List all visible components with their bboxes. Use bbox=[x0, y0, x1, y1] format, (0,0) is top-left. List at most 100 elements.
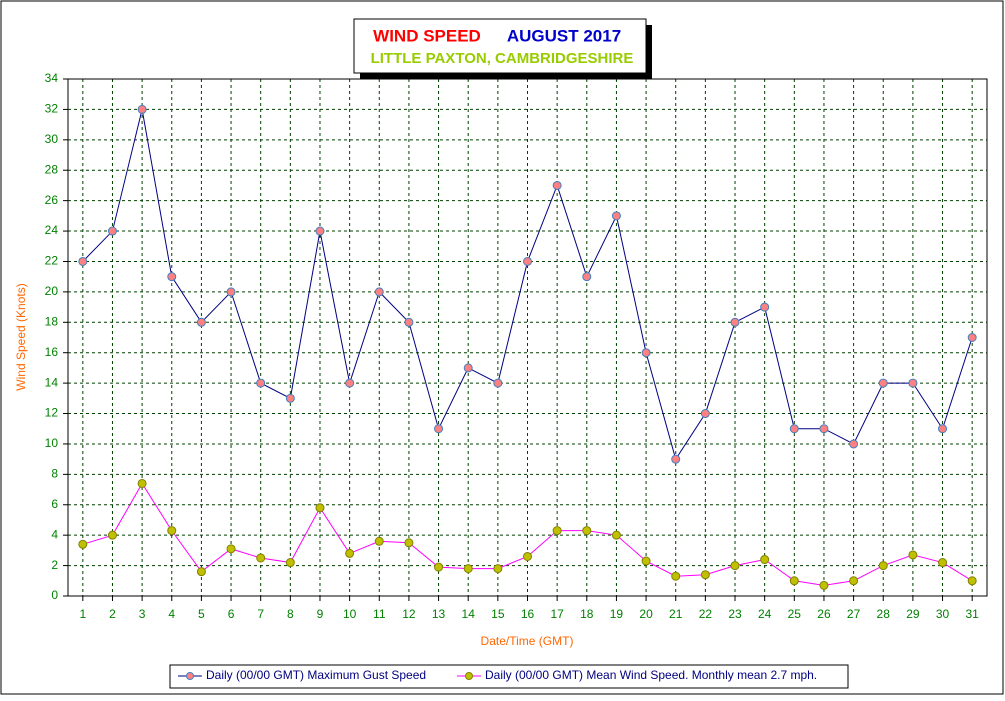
data-point bbox=[938, 558, 948, 568]
x-tick-label: 24 bbox=[758, 607, 772, 621]
data-point bbox=[789, 576, 799, 586]
data-point bbox=[523, 551, 532, 561]
legend-box bbox=[169, 664, 849, 689]
x-tick-label: 27 bbox=[847, 607, 861, 621]
x-tick-label: 19 bbox=[610, 607, 624, 621]
y-tick-label: 24 bbox=[45, 223, 59, 237]
x-tick-label: 11 bbox=[373, 607, 386, 621]
data-point bbox=[226, 287, 236, 297]
y-tick-label: 18 bbox=[45, 314, 59, 328]
x-tick-label: 17 bbox=[550, 607, 564, 621]
y-tick-label: 8 bbox=[51, 467, 58, 481]
data-point bbox=[404, 317, 414, 327]
data-point bbox=[611, 530, 621, 540]
x-tick-label: 26 bbox=[817, 607, 831, 621]
data-point bbox=[523, 256, 532, 266]
data-point bbox=[878, 561, 888, 571]
legend-marker bbox=[465, 672, 473, 680]
data-point bbox=[256, 378, 266, 388]
data-point bbox=[641, 556, 651, 566]
data-point bbox=[908, 550, 918, 560]
x-tick-label: 8 bbox=[287, 607, 294, 621]
x-tick-label: 21 bbox=[669, 607, 683, 621]
data-point bbox=[196, 317, 206, 327]
y-tick-label: 2 bbox=[51, 558, 58, 572]
chart-subtitle: LITTLE PAXTON, CAMBRIDGESHIRE bbox=[371, 50, 634, 67]
x-tick-label: 10 bbox=[343, 607, 357, 621]
data-point bbox=[374, 536, 384, 546]
data-point bbox=[582, 526, 592, 536]
data-point bbox=[878, 378, 888, 388]
x-tick-label: 31 bbox=[965, 607, 979, 621]
data-point bbox=[938, 424, 948, 434]
x-tick-label: 28 bbox=[877, 607, 891, 621]
y-tick-label: 6 bbox=[51, 497, 58, 511]
chart-title: WIND SPEED bbox=[373, 26, 481, 45]
x-tick-label: 2 bbox=[109, 607, 116, 621]
data-point bbox=[700, 409, 710, 419]
data-point bbox=[671, 454, 681, 464]
x-tick-label: 13 bbox=[432, 607, 446, 621]
x-tick-label: 25 bbox=[788, 607, 802, 621]
data-point bbox=[493, 378, 503, 388]
data-point bbox=[849, 576, 859, 586]
y-tick-label: 4 bbox=[51, 527, 58, 541]
data-point bbox=[967, 576, 977, 586]
data-point bbox=[345, 378, 355, 388]
data-point bbox=[434, 424, 444, 434]
chart-title-period: AUGUST 2017 bbox=[507, 26, 621, 45]
x-tick-label: 15 bbox=[491, 607, 505, 621]
x-tick-label: 12 bbox=[402, 607, 416, 621]
data-point bbox=[730, 561, 740, 571]
x-tick-label: 7 bbox=[257, 607, 264, 621]
y-tick-label: 12 bbox=[45, 406, 59, 420]
data-point bbox=[789, 424, 799, 434]
data-point bbox=[315, 226, 325, 236]
y-tick-label: 32 bbox=[45, 102, 59, 116]
data-point bbox=[374, 287, 384, 297]
y-tick-label: 30 bbox=[45, 132, 59, 146]
x-tick-label: 14 bbox=[462, 607, 476, 621]
data-point bbox=[226, 544, 236, 554]
y-tick-label: 22 bbox=[45, 254, 59, 268]
data-point bbox=[730, 317, 740, 327]
data-point bbox=[167, 526, 177, 536]
data-point bbox=[611, 211, 621, 221]
data-point bbox=[908, 378, 918, 388]
data-point bbox=[493, 564, 503, 574]
x-tick-label: 9 bbox=[317, 607, 324, 621]
data-point bbox=[167, 272, 177, 282]
data-point bbox=[78, 539, 88, 549]
legend-label: Daily (00/00 GMT) Maximum Gust Speed bbox=[206, 668, 426, 682]
data-point bbox=[137, 104, 147, 114]
legend-marker bbox=[186, 672, 194, 680]
data-point bbox=[552, 180, 562, 190]
data-point bbox=[582, 272, 592, 282]
x-tick-label: 1 bbox=[79, 607, 86, 621]
x-tick-label: 3 bbox=[139, 607, 146, 621]
data-point bbox=[819, 424, 829, 434]
data-point bbox=[196, 567, 206, 577]
data-point bbox=[641, 348, 651, 358]
data-point bbox=[107, 530, 117, 540]
data-point bbox=[78, 256, 88, 266]
data-point bbox=[107, 226, 117, 236]
y-tick-label: 26 bbox=[45, 193, 59, 207]
x-tick-label: 23 bbox=[728, 607, 742, 621]
y-tick-label: 10 bbox=[45, 436, 59, 450]
y-tick-label: 0 bbox=[51, 588, 58, 602]
data-point bbox=[285, 393, 295, 403]
data-point bbox=[463, 564, 473, 574]
x-tick-label: 22 bbox=[699, 607, 713, 621]
data-point bbox=[967, 333, 977, 342]
x-tick-label: 29 bbox=[906, 607, 920, 621]
y-tick-label: 16 bbox=[45, 345, 59, 359]
x-tick-label: 20 bbox=[639, 607, 653, 621]
y-axis-label: Wind Speed (Knots) bbox=[14, 283, 28, 390]
y-tick-label: 14 bbox=[45, 375, 59, 389]
data-point bbox=[137, 478, 147, 488]
data-point bbox=[760, 555, 770, 565]
data-point bbox=[404, 538, 414, 548]
x-tick-label: 30 bbox=[936, 607, 950, 621]
